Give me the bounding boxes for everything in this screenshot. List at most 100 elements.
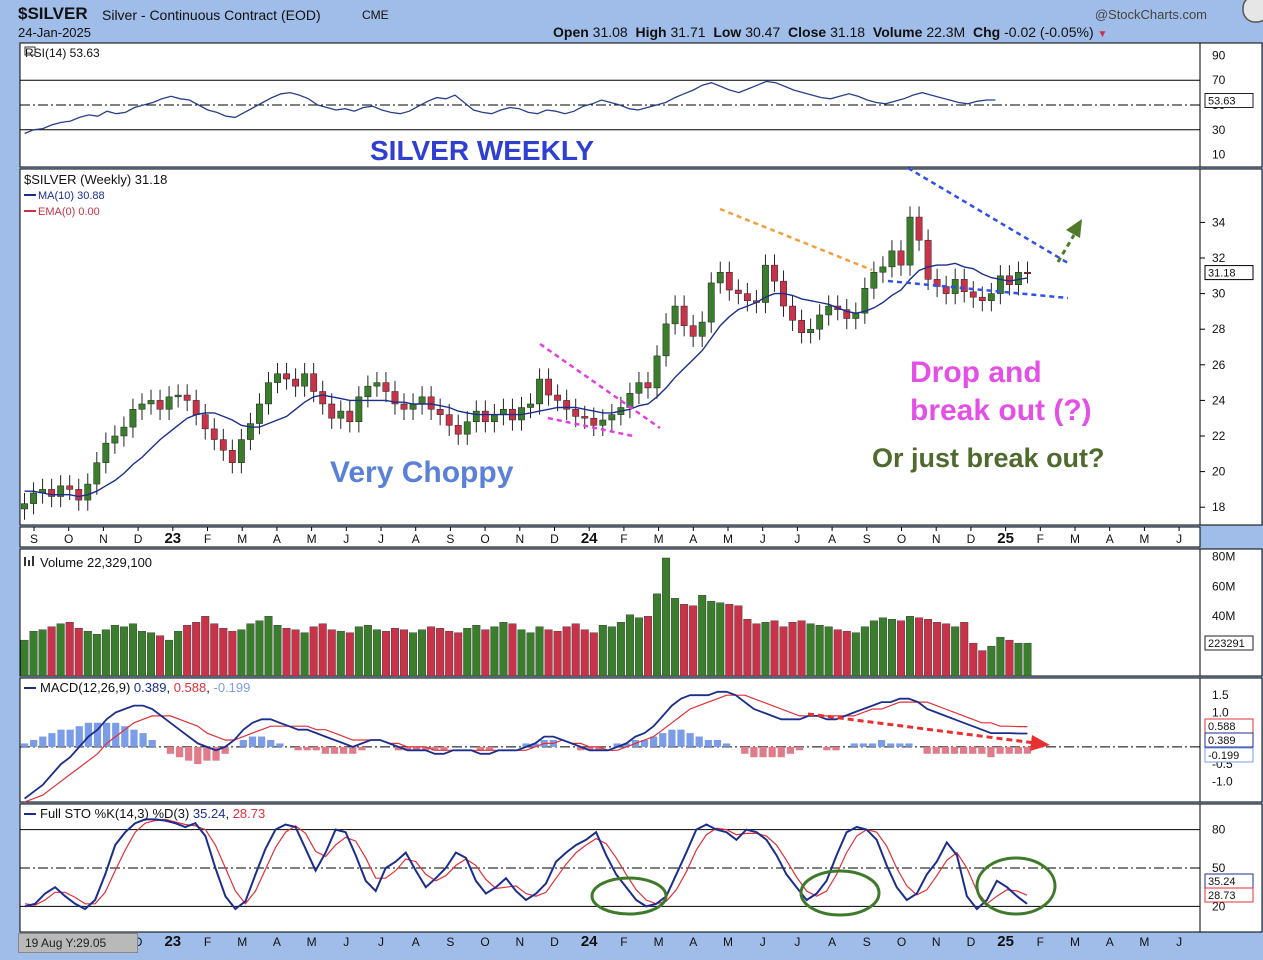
macd-histogram-bar <box>1005 746 1013 754</box>
candle-body <box>734 289 742 294</box>
macd-histogram-bar <box>312 746 320 751</box>
macd-histogram-bar <box>267 740 275 747</box>
candle-body <box>463 421 471 435</box>
candle-body <box>48 489 56 497</box>
volume-bar <box>183 625 192 677</box>
month-tick-label: A <box>412 532 420 546</box>
volume-bar <box>282 627 291 677</box>
macd-histogram-bar <box>166 746 175 754</box>
volume-bar <box>671 598 680 677</box>
volume-bar <box>327 629 336 677</box>
volume-bar <box>707 601 716 677</box>
month-tick-label: M <box>1070 532 1080 546</box>
rsi-tick-label: 90 <box>1212 48 1226 62</box>
candle-body <box>201 414 209 430</box>
bottom-month-tick-label: M <box>654 935 664 949</box>
brand-label: @StockCharts.com <box>1094 7 1207 22</box>
volume-bar <box>761 622 770 677</box>
rsi-tick-label: 70 <box>1212 73 1226 87</box>
volume-bar <box>20 639 29 677</box>
candle-body <box>409 403 417 410</box>
volume-bar <box>960 622 969 677</box>
month-tick-label: O <box>897 532 906 546</box>
candle-body <box>283 373 290 380</box>
rsi-tick-label: 30 <box>1212 123 1226 137</box>
macd-histogram-bar <box>996 746 1004 754</box>
volume-bar <box>915 617 924 677</box>
macd-histogram-bar <box>112 722 120 747</box>
volume-bar <box>309 626 318 677</box>
macd-histogram-bar <box>1023 746 1032 754</box>
volume-bar <box>788 622 797 677</box>
date-axis-bar <box>19 526 1201 548</box>
month-tick-label: F <box>620 532 627 546</box>
candle-body <box>644 382 652 389</box>
volume-bar <box>698 595 707 677</box>
low-value: 30.47 <box>745 24 781 40</box>
bottom-month-tick-label: F <box>1037 935 1044 949</box>
volume-bar <box>933 622 942 677</box>
volume-bar <box>544 629 553 677</box>
candle-body <box>84 483 92 501</box>
macd-histogram-bar <box>522 743 530 747</box>
macd-histogram-bar <box>877 740 886 747</box>
annotation-drop-and: Drop and <box>910 356 1042 389</box>
macd-histogram-bar <box>66 729 74 747</box>
bottom-month-tick-label: 24 <box>581 933 598 950</box>
macd-histogram-bar <box>987 746 995 758</box>
volume-bar <box>219 627 228 677</box>
volume-bar <box>589 632 598 677</box>
macd-histogram-bar <box>850 743 858 747</box>
volume-bar <box>499 622 508 677</box>
chg-label: Chg <box>973 24 1001 40</box>
volume-bar <box>906 616 915 677</box>
macd-histogram-bar <box>659 733 667 747</box>
volume-bar <box>1023 642 1032 677</box>
rsi-last-value: 53.63 <box>1208 95 1236 107</box>
sto-d-value-box <box>1204 887 1254 903</box>
candle-body <box>554 394 562 401</box>
window-corner-icon[interactable] <box>1237 0 1263 30</box>
candle-body <box>689 325 697 337</box>
volume-last-value: 223291 <box>1208 638 1245 650</box>
sto-d-value: 28.73 <box>1208 890 1236 902</box>
candle-body <box>725 271 733 291</box>
bottom-month-tick-label: A <box>1106 935 1114 949</box>
volume-bar <box>445 630 454 677</box>
month-tick-label: M <box>1139 532 1149 546</box>
macd-histogram-bar <box>978 746 986 754</box>
volume-bar <box>201 616 210 677</box>
volume-bar <box>291 629 300 677</box>
volume-bar <box>653 593 662 677</box>
volume-bar <box>156 635 165 677</box>
volume-bar <box>472 625 481 677</box>
month-tick-label: J <box>760 532 766 546</box>
candle-body <box>653 355 661 389</box>
macd-histogram-bar <box>212 746 220 761</box>
macd-histogram-bar <box>185 746 193 761</box>
candle-body <box>608 414 616 421</box>
candle-body <box>301 373 309 387</box>
macd-signal-line <box>24 694 1028 803</box>
candle-body <box>816 314 824 330</box>
price-last-value: 31.18 <box>1208 268 1236 280</box>
candle-body <box>391 391 399 405</box>
candle-body <box>147 400 155 405</box>
month-tick-label: N <box>515 532 524 546</box>
candle-body <box>237 439 245 463</box>
green-oversold-circle <box>975 856 1057 916</box>
volume-bar <box>318 623 327 677</box>
volume-bar <box>110 625 119 677</box>
volume-tick-label: 60M <box>1212 579 1235 593</box>
candle-body <box>852 312 860 319</box>
candle-body <box>897 250 905 266</box>
month-tick-label: A <box>273 532 281 546</box>
candle-body <box>210 428 218 440</box>
volume-bar <box>363 625 372 677</box>
volume-bar <box>978 650 987 677</box>
candle-body <box>762 264 769 303</box>
macd-histogram-bar <box>148 740 156 747</box>
candle-body <box>75 489 83 501</box>
candle-body <box>581 416 589 419</box>
volume-bar <box>336 630 345 677</box>
